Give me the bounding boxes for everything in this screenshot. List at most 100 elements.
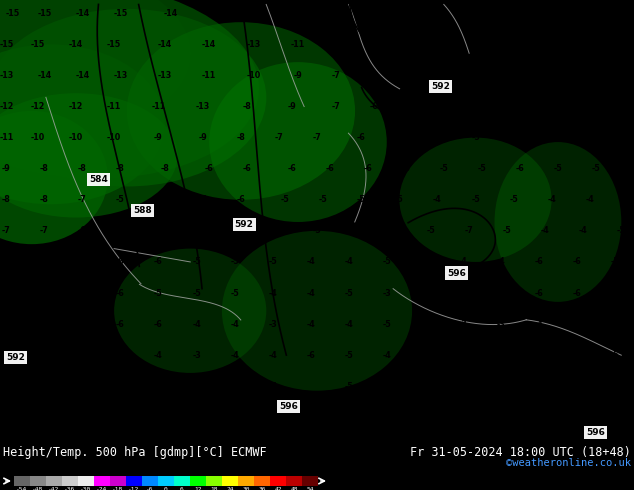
Text: 42: 42 — [275, 487, 281, 490]
Text: -11: -11 — [107, 102, 121, 111]
Text: -6: -6 — [534, 289, 543, 297]
Text: -6: -6 — [116, 226, 125, 235]
Text: -10: -10 — [329, 40, 343, 49]
Bar — [30, 476, 46, 486]
Text: -4: -4 — [382, 351, 391, 360]
Text: -5: -5 — [547, 133, 556, 142]
Text: -5: -5 — [592, 164, 600, 173]
Text: -5: -5 — [611, 382, 619, 391]
Text: 18: 18 — [210, 487, 217, 490]
Text: -6: -6 — [160, 196, 169, 204]
Text: -7: -7 — [313, 133, 321, 142]
Bar — [174, 476, 190, 486]
Text: -5: -5 — [40, 319, 49, 329]
Text: -4: -4 — [275, 226, 283, 235]
Text: -6: -6 — [306, 351, 315, 360]
Text: -6: -6 — [154, 319, 163, 329]
Text: -13: -13 — [247, 40, 261, 49]
Text: -6: -6 — [78, 289, 87, 297]
Text: -6: -6 — [395, 133, 404, 142]
Text: -4: -4 — [268, 289, 277, 297]
Bar — [46, 476, 62, 486]
Text: -7: -7 — [2, 257, 11, 267]
Text: -5: -5 — [268, 257, 277, 267]
Text: -7: -7 — [446, 102, 455, 111]
Ellipse shape — [0, 0, 259, 178]
Text: -5: -5 — [313, 226, 321, 235]
Text: -6: -6 — [363, 164, 372, 173]
Text: -4: -4 — [306, 257, 315, 267]
Text: -4: -4 — [192, 319, 201, 329]
Text: -7: -7 — [560, 71, 569, 80]
Text: -4: -4 — [382, 382, 391, 391]
Text: -8: -8 — [243, 102, 252, 111]
Text: -4: -4 — [40, 413, 49, 422]
Text: -6: -6 — [370, 102, 378, 111]
Text: 12: 12 — [194, 487, 202, 490]
Text: -6: -6 — [509, 133, 518, 142]
Text: -3: -3 — [192, 351, 201, 360]
Text: -14: -14 — [75, 9, 89, 18]
Text: -6: -6 — [433, 133, 442, 142]
Text: -4: -4 — [579, 226, 588, 235]
Text: -4: -4 — [458, 289, 467, 297]
Text: -5: -5 — [230, 289, 239, 297]
Ellipse shape — [399, 138, 552, 262]
Text: -7: -7 — [332, 102, 340, 111]
Text: -3: -3 — [573, 319, 581, 329]
Text: -4: -4 — [154, 351, 163, 360]
Text: -5: -5 — [344, 289, 353, 297]
Text: -15: -15 — [37, 9, 51, 18]
Text: -4: -4 — [344, 413, 353, 422]
Text: -7: -7 — [275, 133, 283, 142]
Text: -14: -14 — [69, 40, 83, 49]
Text: 0: 0 — [164, 487, 168, 490]
Text: -3: -3 — [458, 319, 467, 329]
Bar — [286, 476, 302, 486]
Text: -4: -4 — [40, 351, 49, 360]
Bar — [206, 476, 222, 486]
Bar — [142, 476, 158, 486]
Text: -4: -4 — [534, 319, 543, 329]
Text: -5: -5 — [611, 257, 619, 267]
Text: -7: -7 — [446, 40, 455, 49]
Text: -4: -4 — [420, 413, 429, 422]
Text: -6: -6 — [515, 164, 524, 173]
Text: 584: 584 — [89, 175, 108, 184]
Text: -14: -14 — [202, 40, 216, 49]
Text: -5: -5 — [471, 196, 480, 204]
Text: -6: -6 — [484, 71, 493, 80]
Text: -4: -4 — [306, 289, 315, 297]
Text: -6: -6 — [78, 226, 87, 235]
Text: -4: -4 — [344, 257, 353, 267]
Text: -5: -5 — [617, 226, 626, 235]
Text: -8: -8 — [566, 9, 575, 18]
Text: -4: -4 — [154, 382, 163, 391]
Text: -36: -36 — [65, 487, 75, 490]
Text: -4: -4 — [2, 351, 11, 360]
Text: -3: -3 — [420, 289, 429, 297]
Text: -3: -3 — [351, 226, 359, 235]
Text: -9: -9 — [414, 9, 423, 18]
Ellipse shape — [222, 231, 412, 391]
Text: -3: -3 — [573, 382, 581, 391]
Text: -7: -7 — [408, 71, 417, 80]
Text: -4: -4 — [306, 319, 315, 329]
Ellipse shape — [0, 45, 165, 204]
Text: -8: -8 — [370, 71, 378, 80]
Text: Height/Temp. 500 hPa [gdmp][°C] ECMWF: Height/Temp. 500 hPa [gdmp][°C] ECMWF — [3, 446, 267, 459]
Text: -5: -5 — [611, 351, 619, 360]
Text: -11: -11 — [335, 9, 349, 18]
Text: -7: -7 — [598, 71, 607, 80]
Text: -5: -5 — [471, 133, 480, 142]
Text: -54: -54 — [16, 487, 28, 490]
Bar — [222, 476, 238, 486]
Text: -6: -6 — [573, 289, 581, 297]
Text: -5: -5 — [477, 164, 486, 173]
Text: -4: -4 — [496, 257, 505, 267]
Text: 30: 30 — [242, 487, 250, 490]
Text: -13: -13 — [113, 71, 127, 80]
Text: -9: -9 — [452, 9, 461, 18]
Text: -7: -7 — [522, 102, 531, 111]
Text: -7: -7 — [408, 102, 417, 111]
